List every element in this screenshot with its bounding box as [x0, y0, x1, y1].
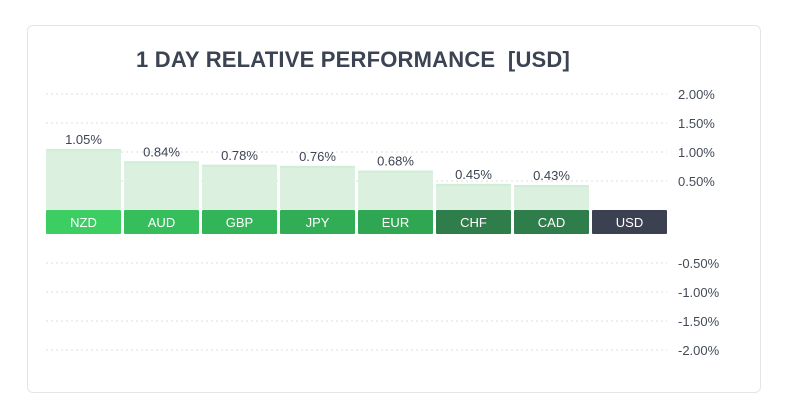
category-label: CHF: [460, 215, 487, 230]
category-label: CAD: [538, 215, 565, 230]
bar-top-edge: [46, 149, 121, 152]
bar-top-edge: [280, 165, 355, 168]
value-label: 0.76%: [299, 149, 336, 164]
category-label: AUD: [148, 215, 175, 230]
bar-top-edge: [358, 170, 433, 173]
category-strip-nzd[interactable]: [46, 210, 121, 234]
bar-top-edge: [436, 183, 511, 186]
category-label: GBP: [226, 215, 253, 230]
y-tick-label: 0.50%: [678, 174, 715, 189]
bar-chf[interactable]: [436, 183, 511, 210]
bar-eur[interactable]: [358, 170, 433, 210]
bar-top-edge: [514, 185, 589, 188]
category-strip-eur[interactable]: [358, 210, 433, 234]
category-strip-jpy[interactable]: [280, 210, 355, 234]
y-tick-label: -1.50%: [678, 314, 720, 329]
value-label: 0.78%: [221, 148, 258, 163]
bar-layer: 1.05% NZD 0.84% AUD 0.78% GBP 0.76% JPY 0.68% EUR…: [46, 132, 667, 234]
bar-top-edge: [202, 164, 277, 167]
category-label: USD: [616, 215, 643, 230]
tick-layer: 2.00% 1.50% 1.00% 0.50% -0.50% -1.00% -1.50% -2…: [678, 87, 720, 358]
grid-layer: [46, 93, 667, 351]
value-label: 0.45%: [455, 167, 492, 182]
y-tick-label: 2.00%: [678, 87, 715, 102]
category-label: JPY: [306, 215, 330, 230]
category-label: EUR: [382, 215, 409, 230]
chart-title: 1 DAY RELATIVE PERFORMANCE [USD]: [136, 47, 571, 72]
bar-gbp[interactable]: [202, 164, 277, 210]
bar-top-edge: [124, 161, 199, 164]
y-tick-label: -2.00%: [678, 343, 720, 358]
category-strip-chf[interactable]: [436, 210, 511, 234]
bar-jpy[interactable]: [280, 165, 355, 210]
y-tick-label: -0.50%: [678, 256, 720, 271]
y-tick-label: 1.00%: [678, 145, 715, 160]
value-label: 0.68%: [377, 154, 414, 169]
bar-aud[interactable]: [124, 161, 199, 210]
y-tick-label: 1.50%: [678, 116, 715, 131]
value-label: 0.43%: [533, 168, 570, 183]
category-label: NZD: [70, 215, 97, 230]
y-tick-label: -1.00%: [678, 285, 720, 300]
value-label: 1.05%: [65, 132, 102, 147]
bar-nzd[interactable]: [46, 149, 121, 210]
value-label: 0.84%: [143, 144, 180, 159]
category-strip-aud[interactable]: [124, 210, 199, 234]
category-strip-gbp[interactable]: [202, 210, 277, 234]
bar-cad[interactable]: [514, 185, 589, 210]
category-strip-cad[interactable]: [514, 210, 589, 234]
category-strip-usd[interactable]: [592, 210, 667, 234]
